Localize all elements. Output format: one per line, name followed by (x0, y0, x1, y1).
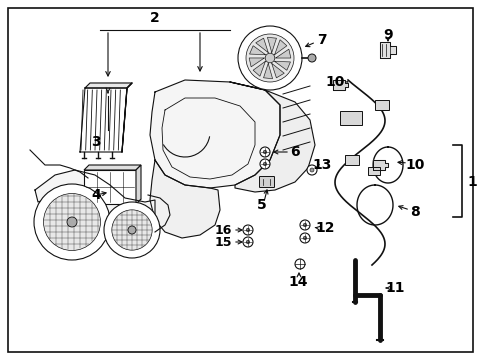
Polygon shape (150, 80, 280, 188)
Polygon shape (253, 62, 265, 76)
Circle shape (299, 233, 309, 243)
Text: 3: 3 (91, 135, 101, 149)
Polygon shape (249, 46, 265, 55)
Circle shape (260, 147, 269, 157)
Polygon shape (274, 40, 286, 55)
Polygon shape (372, 160, 387, 170)
Bar (339, 111, 361, 125)
Text: 13: 13 (312, 158, 331, 172)
Polygon shape (84, 165, 141, 170)
Circle shape (307, 54, 315, 62)
Polygon shape (267, 37, 276, 53)
Polygon shape (84, 170, 136, 204)
Text: 10: 10 (405, 158, 424, 172)
Circle shape (246, 228, 249, 232)
Text: 14: 14 (287, 275, 307, 289)
Circle shape (112, 210, 152, 250)
Circle shape (263, 162, 266, 166)
Circle shape (264, 53, 274, 63)
Bar (374, 100, 388, 110)
Circle shape (303, 236, 306, 240)
Text: 11: 11 (385, 281, 404, 295)
Polygon shape (35, 170, 155, 242)
Circle shape (67, 217, 77, 227)
Text: 16: 16 (214, 224, 231, 237)
Circle shape (246, 240, 249, 244)
Circle shape (34, 184, 110, 260)
Circle shape (263, 150, 266, 154)
Bar (367, 167, 379, 175)
Circle shape (306, 165, 316, 175)
Circle shape (245, 34, 293, 82)
Text: 1: 1 (466, 175, 476, 189)
Polygon shape (136, 165, 141, 204)
Polygon shape (332, 80, 347, 90)
Polygon shape (275, 49, 290, 58)
Circle shape (294, 259, 305, 269)
Text: 6: 6 (289, 145, 299, 159)
Polygon shape (122, 83, 132, 152)
Circle shape (43, 194, 101, 251)
Polygon shape (263, 63, 272, 78)
Polygon shape (229, 82, 314, 192)
Text: 5: 5 (257, 198, 266, 212)
Text: 8: 8 (409, 205, 419, 219)
Polygon shape (85, 83, 132, 88)
Circle shape (243, 237, 252, 247)
Circle shape (303, 223, 306, 227)
Polygon shape (249, 58, 264, 67)
Text: 10: 10 (325, 75, 344, 89)
Polygon shape (84, 199, 141, 204)
Circle shape (299, 220, 309, 230)
Circle shape (309, 168, 313, 172)
FancyBboxPatch shape (259, 176, 274, 188)
Text: 12: 12 (315, 221, 334, 235)
Polygon shape (255, 38, 268, 53)
Polygon shape (274, 62, 290, 70)
Circle shape (104, 202, 160, 258)
Text: 4: 4 (91, 188, 101, 202)
Text: 15: 15 (214, 235, 231, 248)
Polygon shape (80, 88, 127, 152)
Circle shape (243, 225, 252, 235)
Circle shape (238, 26, 302, 90)
Bar (345, 155, 358, 165)
Text: 2: 2 (150, 11, 160, 25)
Polygon shape (271, 63, 284, 78)
Circle shape (128, 226, 136, 234)
Polygon shape (379, 42, 395, 58)
Polygon shape (150, 160, 220, 238)
Text: 9: 9 (383, 28, 392, 42)
Text: 7: 7 (317, 33, 326, 47)
Circle shape (260, 159, 269, 169)
